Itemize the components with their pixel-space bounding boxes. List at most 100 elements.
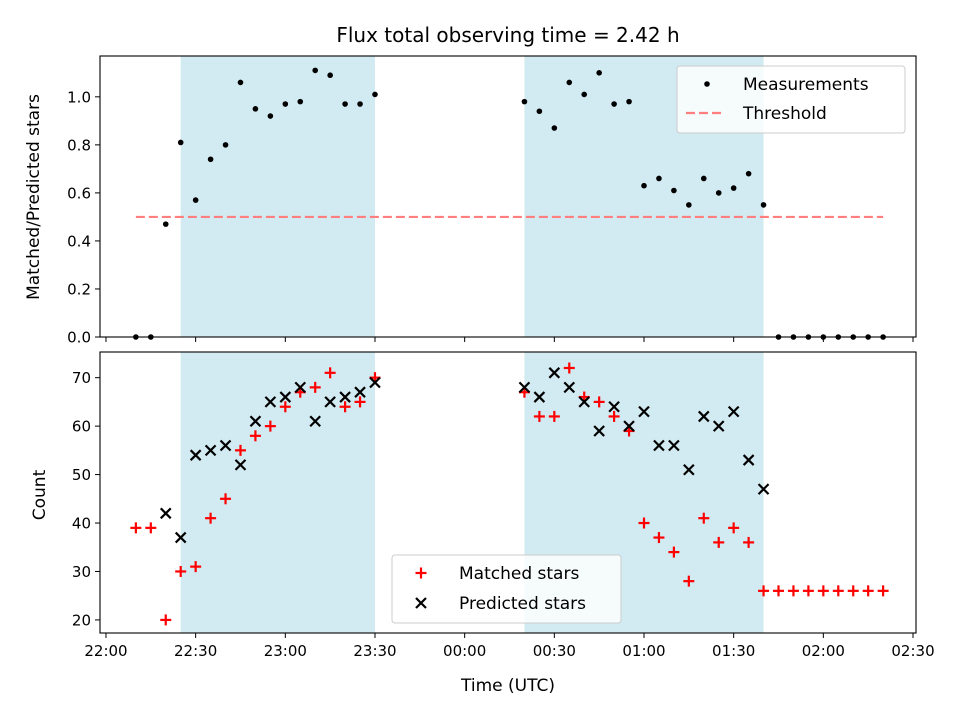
- y-tick-label: 50: [72, 466, 91, 484]
- predicted-star-point: [533, 391, 546, 403]
- legend-label-predicted: Predicted stars: [459, 594, 586, 614]
- x-stroke-b: [174, 531, 187, 544]
- x-stroke-b: [623, 420, 635, 432]
- measurement-point: [312, 67, 319, 74]
- measurement-point: [327, 72, 333, 79]
- x-stroke-b: [279, 391, 292, 403]
- measurement-point: [551, 125, 558, 131]
- measurement-point: [760, 202, 767, 208]
- x-stroke-b: [234, 459, 247, 471]
- y-tick-label: 40: [72, 515, 91, 533]
- predicted-star-point: [369, 376, 381, 389]
- predicted-star-point: [683, 463, 695, 476]
- matched-star-point: [862, 585, 874, 597]
- matched-star-point: [713, 536, 725, 548]
- y-tick-label: 0.4: [67, 232, 91, 250]
- y-tick-label: 0.8: [67, 136, 91, 154]
- matched-star-point: [668, 546, 680, 558]
- x-stroke-b: [415, 597, 427, 609]
- observing-interval-shade: [180, 56, 375, 337]
- axes-frame: [99, 351, 917, 634]
- measurement-point: [192, 197, 199, 203]
- x-stroke-b: [742, 454, 755, 466]
- matched-star-point: [563, 362, 575, 374]
- x-stroke-b: [354, 386, 366, 398]
- matched-star-point: [205, 512, 217, 524]
- legend: Matched stars Predicted stars: [391, 554, 622, 624]
- x-tick-label: 00:30: [533, 642, 576, 660]
- x-stroke-b: [518, 381, 531, 394]
- predicted-star-point: [623, 420, 635, 432]
- predicted-star-point: [653, 439, 665, 452]
- top-y-axis-label: Matched/Predicted stars: [24, 94, 44, 300]
- x-tick-label: 02:00: [802, 642, 845, 660]
- predicted-star-point: [354, 386, 366, 398]
- measurement-point: [566, 79, 573, 86]
- measurement-point: [596, 70, 602, 76]
- y-tick-label: 0.6: [67, 184, 91, 202]
- predicted-star-point: [578, 396, 590, 408]
- x-stroke-b: [653, 439, 665, 452]
- measurement-point: [715, 190, 722, 196]
- legend-marker-predicted: [415, 597, 427, 609]
- x-tick-label: 23:30: [353, 642, 396, 660]
- series-matched-stars: [130, 362, 889, 626]
- matched-star-point: [175, 565, 187, 577]
- matched-star-point: [309, 381, 321, 393]
- x-stroke-b: [593, 425, 605, 437]
- x-axis-label: Time (UTC): [460, 676, 555, 696]
- predicted-star-point: [294, 381, 307, 394]
- measurement-point: [162, 221, 169, 227]
- y-tick-label: 60: [72, 418, 91, 436]
- measurement-point: [237, 79, 244, 86]
- matched-star-point: [758, 585, 770, 597]
- x-tick-label: 22:30: [174, 642, 217, 660]
- predicted-star-point: [757, 483, 770, 495]
- matched-star-point: [608, 410, 620, 422]
- measurement-point: [207, 156, 214, 163]
- predicted-star-point: [279, 391, 292, 403]
- predicted-star-point: [309, 415, 321, 428]
- predicted-star-point: [593, 425, 605, 437]
- bottom-y-axis-label: Count: [30, 469, 50, 520]
- matched-star-point: [160, 614, 172, 626]
- predicted-star-point: [518, 381, 531, 394]
- x-stroke-b: [294, 381, 307, 394]
- legend-marker-matched: [415, 567, 427, 579]
- y-tick-label: 30: [72, 563, 91, 581]
- x-stroke-b: [578, 396, 590, 408]
- observing-interval-shade: [180, 352, 375, 633]
- predicted-star-point: [563, 381, 576, 394]
- x-stroke-b: [698, 410, 710, 423]
- matched-star-point: [354, 396, 366, 408]
- predicted-star-point: [339, 391, 351, 403]
- matched-star-point: [817, 585, 829, 597]
- x-stroke-b: [264, 396, 277, 408]
- predicted-star-point: [742, 454, 755, 466]
- matched-star-point: [773, 585, 785, 597]
- x-stroke-b: [159, 507, 172, 520]
- measurement-point: [611, 101, 617, 107]
- legend-label-measurements: Measurements: [743, 75, 869, 95]
- predicted-star-point: [204, 444, 217, 457]
- measurement-point: [282, 101, 289, 107]
- measurement-point: [745, 170, 752, 177]
- predicted-star-point: [698, 410, 710, 423]
- legend-label-threshold: Threshold: [742, 104, 827, 124]
- x-stroke-b: [219, 439, 232, 452]
- x-stroke-b: [249, 415, 262, 428]
- x-stroke-b: [309, 415, 321, 428]
- y-tick-label: 1.0: [67, 88, 91, 106]
- measurement-point: [730, 185, 737, 191]
- legend-marker-measurements: [704, 81, 710, 87]
- matched-star-point: [728, 522, 740, 534]
- predicted-star-point: [159, 507, 172, 520]
- predicted-star-point: [668, 439, 680, 452]
- matched-star-point: [787, 585, 799, 597]
- legend-box: [391, 554, 622, 624]
- predicted-star-point: [234, 459, 247, 471]
- x-stroke-b: [563, 381, 576, 394]
- measurement-point: [536, 108, 543, 115]
- measurement-point: [177, 139, 184, 146]
- matched-star-point: [847, 585, 859, 597]
